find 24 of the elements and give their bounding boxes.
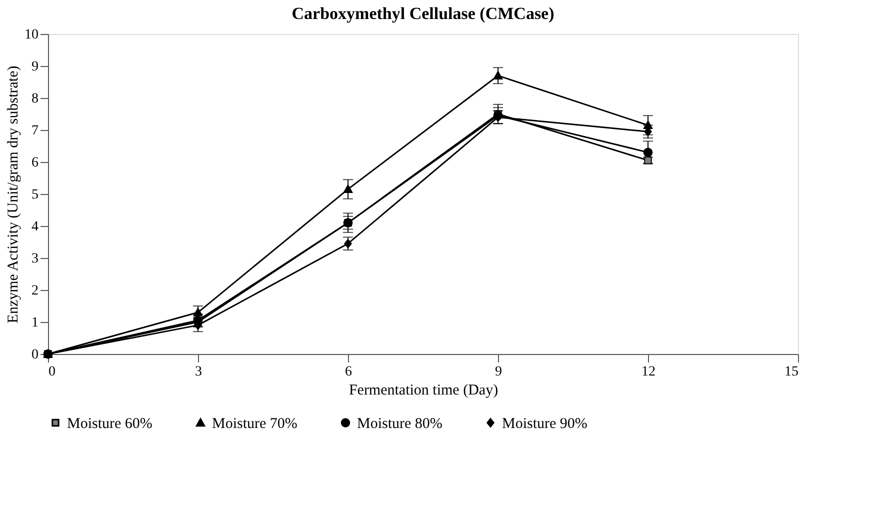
y-tick-label: 1 [32,316,38,330]
y-tick-label: 6 [32,156,38,170]
chart-title: Carboxymethyl Cellulase (CMCase) [292,4,554,23]
x-tick-label: 12 [642,364,656,380]
y-tick-label: 8 [32,92,38,106]
y-axis-title: Enzyme Activity (Unit/gram dry substrate) [6,66,22,324]
legend-label: Moisture 70% [212,416,298,432]
y-tick-label: 3 [32,252,38,266]
y-tick-label: 9 [32,60,38,74]
y-tick-label: 0 [32,348,38,362]
legend-label: Moisture 80% [357,416,442,432]
legend-label: Moisture 90% [502,416,588,432]
y-tick-label: 5 [32,188,38,202]
x-tick-label: 6 [345,364,352,380]
x-axis-title: Fermentation time (Day) [348,382,498,398]
x-tick-label: 15 [784,364,798,380]
y-tick-label: 10 [24,28,38,42]
x-tick-label: 9 [495,364,502,380]
legend-label: Moisture 60% [67,416,152,432]
y-tick-label: 4 [32,220,38,234]
y-tick-label: 2 [32,284,38,298]
x-tick-label: 3 [195,364,202,380]
y-tick-label: 7 [32,124,38,138]
x-tick-label: 0 [48,364,56,380]
